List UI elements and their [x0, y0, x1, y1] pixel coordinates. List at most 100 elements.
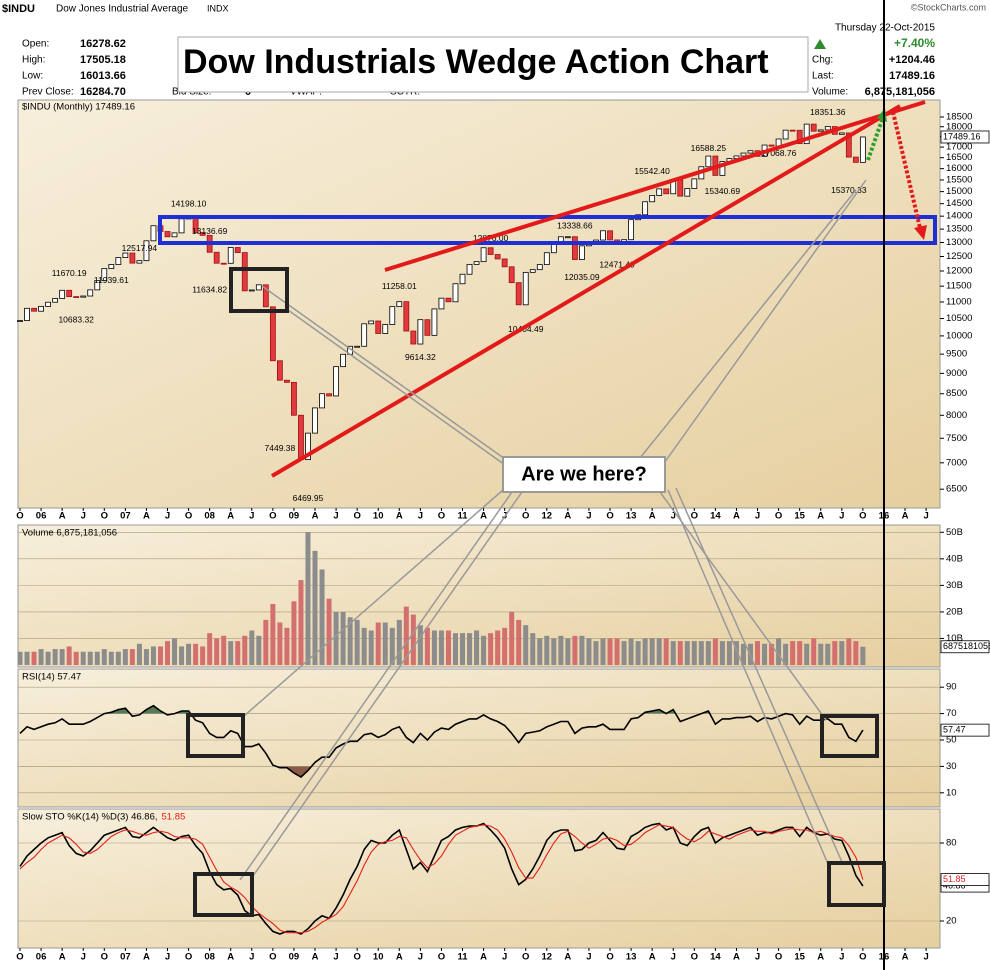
last-value-box: [940, 130, 990, 144]
candle: [740, 152, 747, 157]
x-tick-label: 10: [373, 952, 384, 963]
y-tick-label: 30B: [946, 580, 963, 591]
panel-label: Slow STO %K(14) %D(3) 46.86,: [22, 812, 158, 823]
panel-label-value: 51.85: [162, 812, 186, 823]
volume-bar: [157, 646, 163, 665]
indicator-line: [19, 824, 864, 934]
callout: Are we here?: [521, 463, 647, 485]
volume-bar: [677, 641, 683, 665]
field-label: High:: [22, 55, 45, 66]
callout-lines: [239, 179, 867, 881]
x-tick-label: O: [775, 511, 782, 522]
y-tick-label: 40B: [946, 553, 963, 564]
x-tick-label: A: [649, 511, 656, 522]
volume-bar: [467, 633, 473, 665]
x-tick-label: 09: [289, 511, 300, 522]
y-tick-label: 50: [946, 735, 957, 746]
volume-bar: [818, 643, 824, 665]
volume-bar: [424, 627, 430, 665]
candle: [178, 218, 185, 234]
candle: [536, 264, 543, 271]
x-tick-label: A: [59, 511, 66, 522]
candle: [80, 295, 87, 298]
y-tick-label: 9500: [946, 349, 967, 360]
volume-bar: [59, 649, 65, 665]
volume-bar: [523, 625, 529, 665]
x-tick-label: A: [902, 952, 909, 963]
x-tick-label: A: [817, 952, 824, 963]
x-tick-label: A: [480, 952, 487, 963]
x-tick-label: O: [606, 952, 613, 963]
up-arrow: [814, 39, 826, 49]
volume-bar: [277, 622, 283, 665]
y-tick-label: 14000: [946, 211, 972, 222]
volume-bar: [445, 630, 451, 665]
x-tick-label: 12: [542, 511, 553, 522]
price-label: 11670.19: [52, 268, 87, 278]
candle: [227, 247, 234, 264]
chart-title: Dow Industrials Wedge Action Chart: [183, 43, 769, 81]
symbol: $INDU: [2, 3, 35, 15]
candle: [143, 240, 150, 262]
y-tick-label: 15000: [946, 186, 972, 197]
candle: [122, 252, 129, 258]
volume-bar: [614, 638, 620, 665]
x-tick-label: 13: [626, 952, 637, 963]
volume-bar: [403, 606, 409, 665]
candle: [529, 269, 536, 273]
candle: [220, 262, 227, 265]
candle: [501, 258, 508, 268]
volume-bar: [347, 617, 353, 665]
volume-bar: [825, 643, 831, 665]
price-label: 12035.09: [564, 272, 600, 282]
price-label: 9614.32: [405, 352, 436, 362]
x-tick-label: J: [923, 511, 928, 522]
candle: [550, 243, 557, 254]
volume-bar: [256, 635, 262, 665]
candle: [417, 319, 424, 345]
y-tick-label: 10000: [946, 330, 972, 341]
x-tick-label: J: [333, 511, 338, 522]
volume-bar: [17, 651, 23, 665]
volume-bar: [94, 651, 100, 665]
candle: [45, 301, 51, 307]
candle: [150, 225, 157, 242]
candle: [691, 178, 698, 189]
x-tick-label: O: [16, 952, 23, 963]
price-label: 11634.82: [192, 284, 227, 294]
candle: [642, 201, 649, 216]
volume-bar: [340, 611, 346, 665]
candle: [375, 320, 382, 334]
candle: [600, 230, 606, 241]
volume-bar: [333, 611, 339, 665]
volume-bar: [607, 638, 613, 665]
price-label: 11258.01: [382, 281, 417, 291]
volume-bar: [101, 649, 107, 665]
x-tick-label: J: [586, 511, 591, 522]
candle: [94, 280, 101, 291]
x-tick-label: O: [353, 952, 360, 963]
volume-bar: [460, 633, 466, 665]
volume-bar: [305, 532, 311, 665]
candle: [305, 432, 311, 461]
field-label: Chg:: [812, 55, 833, 66]
price-label: 13136.69: [192, 226, 228, 236]
field-value: +1204.46: [889, 54, 935, 66]
volume-bar: [691, 641, 697, 665]
volume-bar: [354, 619, 360, 665]
x-tick-label: A: [564, 511, 571, 522]
candle: [199, 232, 206, 236]
x-tick-label: A: [143, 511, 150, 522]
volume-bar: [438, 630, 444, 665]
volume-bar: [719, 641, 725, 665]
volume-bar: [73, 651, 79, 665]
panel-label: Volume 6,875,181,056: [22, 528, 117, 539]
volume-bar: [783, 643, 789, 665]
volume-bar: [579, 635, 585, 665]
plots: 6500 7000 7500 8000 8500 9000 9500 10000 10500 11…: [16, 102, 990, 963]
volume-bar: [207, 633, 213, 665]
candle: [782, 129, 789, 140]
x-tick-label: A: [480, 511, 487, 522]
title-box: [177, 36, 809, 93]
panel-label: RSI(14) 57.47: [22, 672, 81, 683]
